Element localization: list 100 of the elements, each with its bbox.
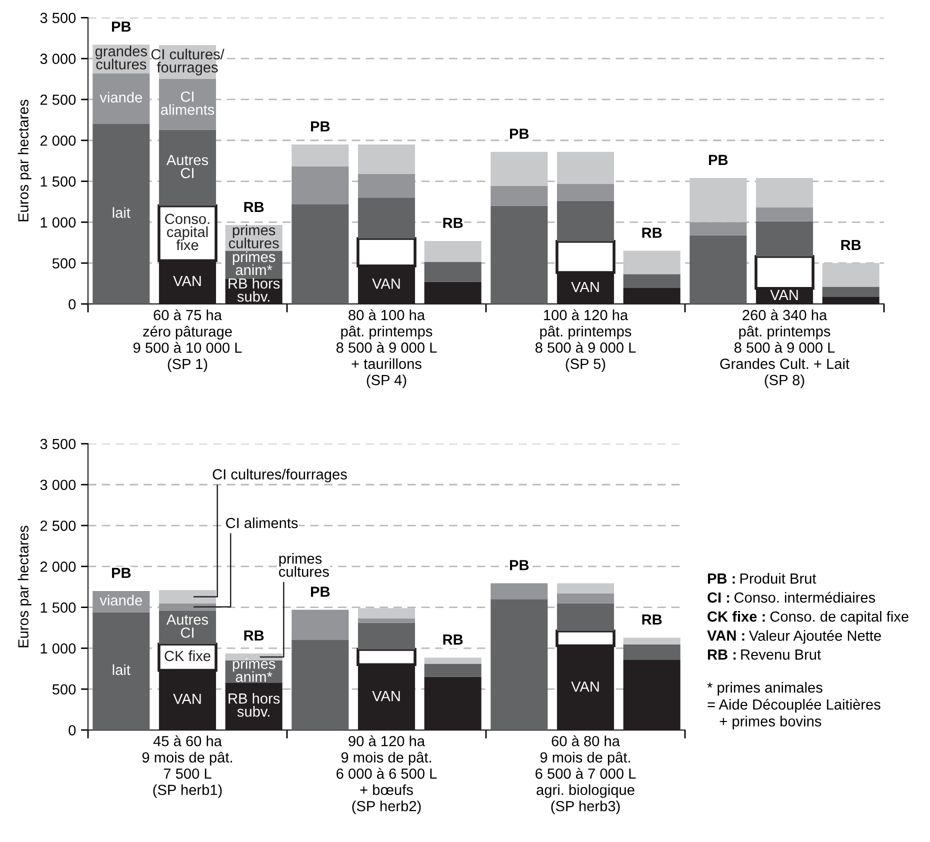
y-tick-label: 3 000 [40, 54, 76, 64]
bar [623, 274, 680, 288]
bar [358, 144, 416, 174]
x-tick-label: 60 à 75 ha zéro pâturage 9 500 à 10 000 L (SP 1) [133, 309, 242, 372]
text: CK fixe : Conso. de capital fixe [708, 611, 908, 625]
data-label: Autres CI [166, 614, 208, 638]
y-tick-label: 0 [68, 725, 76, 736]
bar [490, 206, 548, 304]
data-label: RB hors subv. [228, 692, 280, 717]
bar [158, 610, 216, 644]
data-label: grandes cultures [95, 46, 147, 70]
bar [756, 178, 814, 208]
data-label: CI cultures/ fourrages [151, 48, 224, 76]
total-label: RB [642, 614, 662, 625]
data-label: VAN [770, 290, 798, 300]
y-tick-label: 1 500 [40, 602, 76, 613]
y-tick-label: 2 500 [40, 520, 76, 531]
total-label: PB [510, 128, 529, 139]
data-label: CK fixe [164, 650, 210, 662]
total-label: PB [311, 586, 330, 597]
data-label: CI aliments [160, 91, 214, 115]
y-tick-label: 500 [52, 258, 76, 268]
total-label: RB [244, 630, 264, 640]
bar [358, 608, 416, 618]
bar [358, 174, 416, 198]
y-tick-label: 1 000 [40, 643, 76, 654]
y-axis-title: Euros par hectares [18, 100, 32, 222]
x-tick-label: 90 à 120 ha 9 mois de pât. 6 000 à 6 500 L + bœufs (SP herb2) [336, 735, 437, 814]
bar [158, 130, 216, 206]
bar [556, 593, 614, 604]
text: CI : Conso. intermédiaires [708, 592, 876, 603]
total-label: RB [642, 228, 662, 238]
data-label: primes cultures [228, 224, 279, 248]
bar [822, 286, 880, 297]
bar [158, 603, 216, 611]
data-label: primes cultures [278, 553, 329, 577]
bar [822, 263, 880, 287]
y-axis-title: Euros par hectares [18, 526, 32, 648]
bar [556, 152, 614, 184]
data-label: lait [112, 664, 130, 676]
bar [424, 664, 482, 677]
data-label: viande [100, 594, 142, 606]
y-tick-label: 500 [52, 684, 76, 695]
bar [690, 235, 747, 304]
bar [556, 603, 614, 632]
total-label: RB [841, 240, 861, 250]
bar [556, 583, 614, 594]
y-tick-label: 1 000 [40, 217, 76, 228]
bar [292, 610, 349, 640]
data-label: VAN [372, 691, 400, 702]
bar [424, 240, 482, 262]
y-tick-label: 0 [68, 299, 76, 310]
bar [292, 640, 349, 730]
bar [690, 222, 747, 236]
bar [92, 73, 150, 124]
y-tick-label: 2 000 [40, 135, 76, 146]
data-label: Autres CI [166, 154, 208, 178]
y-tick-label: 2 000 [40, 562, 76, 572]
data-label: VAN [571, 682, 599, 692]
bar [358, 618, 416, 623]
bar [490, 599, 548, 730]
bar [158, 79, 216, 130]
bar [158, 590, 216, 604]
text: RB : Revenu Brut [708, 650, 821, 660]
bar [623, 644, 680, 660]
y-tick-label: 3 500 [40, 438, 76, 450]
bar [292, 166, 349, 204]
total-label: RB [443, 634, 463, 645]
bar [358, 622, 416, 650]
bar [756, 207, 814, 222]
bar [424, 262, 482, 282]
text: VAN : Valeur Ajoutée Nette [707, 630, 881, 644]
total-label: PB [112, 568, 131, 578]
bar [490, 186, 548, 206]
y-tick-label: 1 500 [40, 176, 76, 187]
x-tick-label: 100 à 120 ha pât. printemps 8 500 à 9 000 L (SP 5) [535, 309, 636, 372]
y-tick-label: 3 000 [40, 480, 76, 490]
data-label: Conso. capital fixe [165, 214, 210, 250]
bar [358, 198, 416, 239]
bar [490, 152, 548, 186]
data-label: VAN [571, 282, 599, 292]
bar [623, 638, 680, 645]
x-tick-label: 260 à 340 ha pât. printemps 8 500 à 9 000 L Grandes Cult. + Lait (SP 8) [720, 309, 850, 388]
text: * primes animales = Aide Découplée Laitières + primes bovins [707, 682, 880, 730]
data-label: CI aliments [226, 517, 298, 528]
bar [424, 658, 482, 664]
bar [292, 144, 349, 167]
bar [292, 204, 349, 304]
total-label: PB [112, 22, 131, 32]
data-label: primes anim* [232, 658, 276, 682]
total-label: PB [311, 121, 330, 132]
bar [92, 124, 150, 304]
data-label: VAN [372, 278, 400, 289]
bar [623, 250, 680, 274]
bar [556, 184, 614, 201]
total-label: RB [443, 218, 463, 228]
text: PB : Produit Brut [708, 573, 816, 584]
bar [92, 612, 150, 730]
data-label: RB hors subv. [228, 278, 280, 302]
bar [756, 221, 814, 257]
